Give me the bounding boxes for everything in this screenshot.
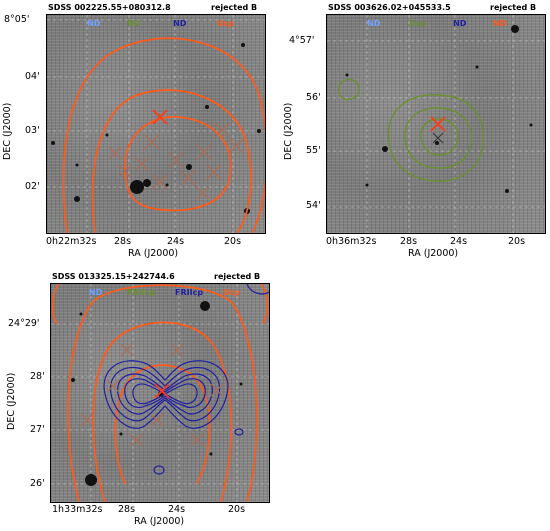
panel-3-center-cross: [154, 383, 170, 399]
panel-3-xtick-3: 24s: [168, 504, 186, 515]
panel-2-cross: [432, 132, 444, 144]
panel-1-center-cross: [152, 109, 168, 125]
panel-1-ytick-1: 8°05': [4, 14, 30, 25]
panel-1-xlabel: RA (J2000): [128, 248, 179, 259]
panel-3-legend-2: FRIIcp: [127, 288, 156, 297]
panel-3-legend-1: ND: [89, 288, 103, 297]
panel-2-legend-4: ND: [493, 19, 507, 28]
panel-1-legend-2: ND: [127, 19, 141, 28]
panel-3-sources: [71, 301, 243, 486]
panel-2-xtick-4: 20s: [508, 236, 526, 247]
panel-2-contours: [337, 78, 484, 182]
panel-3-radio-contours: [103, 284, 269, 475]
panel-2-xtick-1: 0h36m32s: [326, 236, 377, 247]
panel-1-ytick-4: 02': [25, 181, 40, 192]
panel-1-legend-4: Ucp: [217, 19, 234, 28]
panel-2-legend-1: ND: [367, 19, 381, 28]
panel-3-ytick-3: 27': [30, 424, 45, 435]
panel-3-ytick-1: 24°29': [8, 318, 40, 329]
panel-3-title: SDSS 013325.15+242744.6: [52, 272, 175, 281]
panel-2-image: ND Ucp ND ND: [326, 14, 546, 234]
panel-2-title: SDSS 003626.02+045533.5: [328, 3, 451, 12]
panel-3-xtick-2: 28s: [118, 504, 136, 515]
panel-2-xlabel: RA (J2000): [408, 248, 459, 259]
panel-1-xtick-2: 28s: [114, 236, 132, 247]
panel-3-xlabel: RA (J2000): [134, 516, 185, 527]
panel-3-overlay: [51, 284, 269, 502]
panel-2-ytick-3: 55': [306, 145, 321, 156]
panel-3-crosses: [80, 343, 224, 447]
panel-2-sources: [345, 25, 533, 193]
panel-1-sources: [51, 43, 261, 214]
panel-2-ylabel: DEC (J2000): [283, 102, 294, 160]
panel-3-status: rejected B: [214, 272, 261, 281]
panel-1-xtick-4: 20s: [224, 236, 242, 247]
panel-1-ytick-2: 04': [25, 71, 40, 82]
panel-2-center-cross: [430, 116, 446, 132]
panel-2-xtick-2: 28s: [400, 236, 418, 247]
panel-3-legend-4: Ucp: [223, 288, 240, 297]
panel-1-title: SDSS 002225.55+080312.8: [48, 3, 171, 12]
panel-1-contours: [62, 37, 265, 233]
panel-1-xtick-3: 24s: [167, 236, 185, 247]
panel-2-ytick-2: 56': [306, 92, 321, 103]
panel-2-xtick-3: 24s: [450, 236, 468, 247]
panel-3-contours: [51, 284, 269, 502]
panel-3-ytick-4: 26': [30, 478, 45, 489]
panel-3-ylabel: DEC (J2000): [6, 372, 17, 430]
panel-1-image: ND ND ND Ucp: [46, 14, 266, 234]
panel-2-legend-3: ND: [453, 19, 467, 28]
panel-1-legend-3: ND: [173, 19, 187, 28]
panel-2-legend-2: Ucp: [409, 19, 426, 28]
panel-3-legend-3: FRIIcp: [175, 288, 204, 297]
panel-1-crosses: [108, 122, 244, 200]
panel-3-xtick-1: 1h33m32s: [52, 504, 103, 515]
panel-1-status: rejected B: [211, 3, 258, 12]
panel-1-ylabel: DEC (J2000): [2, 102, 13, 160]
panel-2-status: rejected B: [490, 3, 537, 12]
panel-3-image: ND FRIIcp FRIIcp Ucp: [50, 283, 270, 503]
panel-2-ytick-1: 4°57': [289, 35, 315, 46]
panel-2-ytick-4: 54': [306, 200, 321, 211]
panel-3-xtick-4: 20s: [228, 504, 246, 515]
panel-1-legend-1: ND: [87, 19, 101, 28]
panel-1-ytick-3: 03': [25, 125, 40, 136]
panel-3-ytick-2: 28': [30, 371, 45, 382]
panel-2-overlay: [327, 15, 545, 233]
panel-1-xtick-1: 0h22m32s: [46, 236, 97, 247]
panel-1-overlay: [47, 15, 265, 233]
